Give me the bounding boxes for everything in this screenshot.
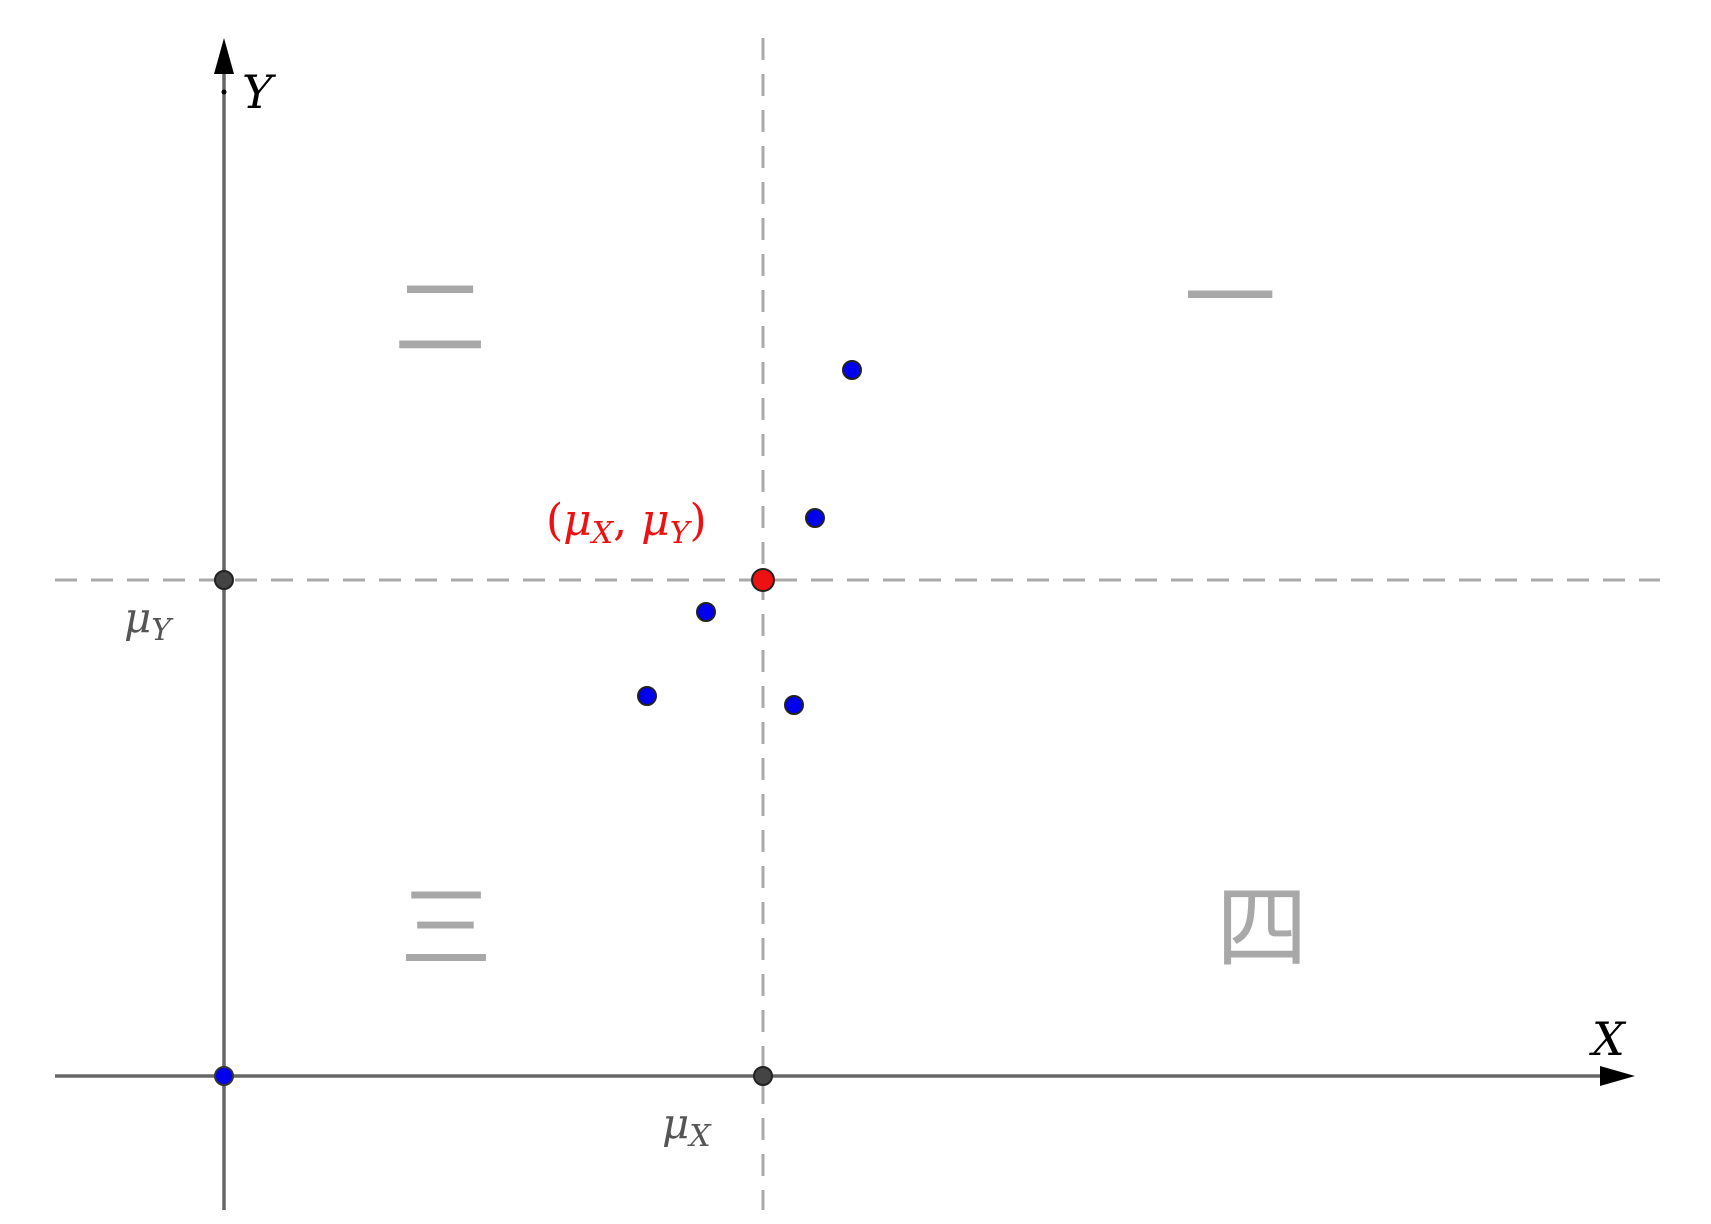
mu-y-point [214,570,234,590]
sample-point [805,508,825,528]
y-axis-arrowhead [214,38,234,74]
quadrant-1-label: 一 [1184,245,1276,352]
sample-point [784,695,804,715]
mu-x-point [753,1066,773,1086]
quadrant-4-label: 四 [1216,875,1308,982]
sample-point [696,602,716,622]
mean-point-label: (μX, μY) [546,495,707,551]
x-axis-arrowhead [1600,1066,1635,1086]
quadrant-2-label: 二 [394,265,486,372]
origin-point [214,1066,234,1086]
quadrant-3-label: 三 [400,875,492,982]
x-axis-label: X [1589,1012,1627,1066]
mu-y-label: μY [124,593,174,648]
y-axis-label: Y [242,65,277,119]
mu-x-label: μX [662,1099,712,1154]
sample-point [842,360,862,380]
sample-point [637,686,657,706]
y-axis-tip-dot [221,89,227,95]
mean-point [751,568,775,592]
x-axis-tip-dot [1609,1073,1615,1079]
